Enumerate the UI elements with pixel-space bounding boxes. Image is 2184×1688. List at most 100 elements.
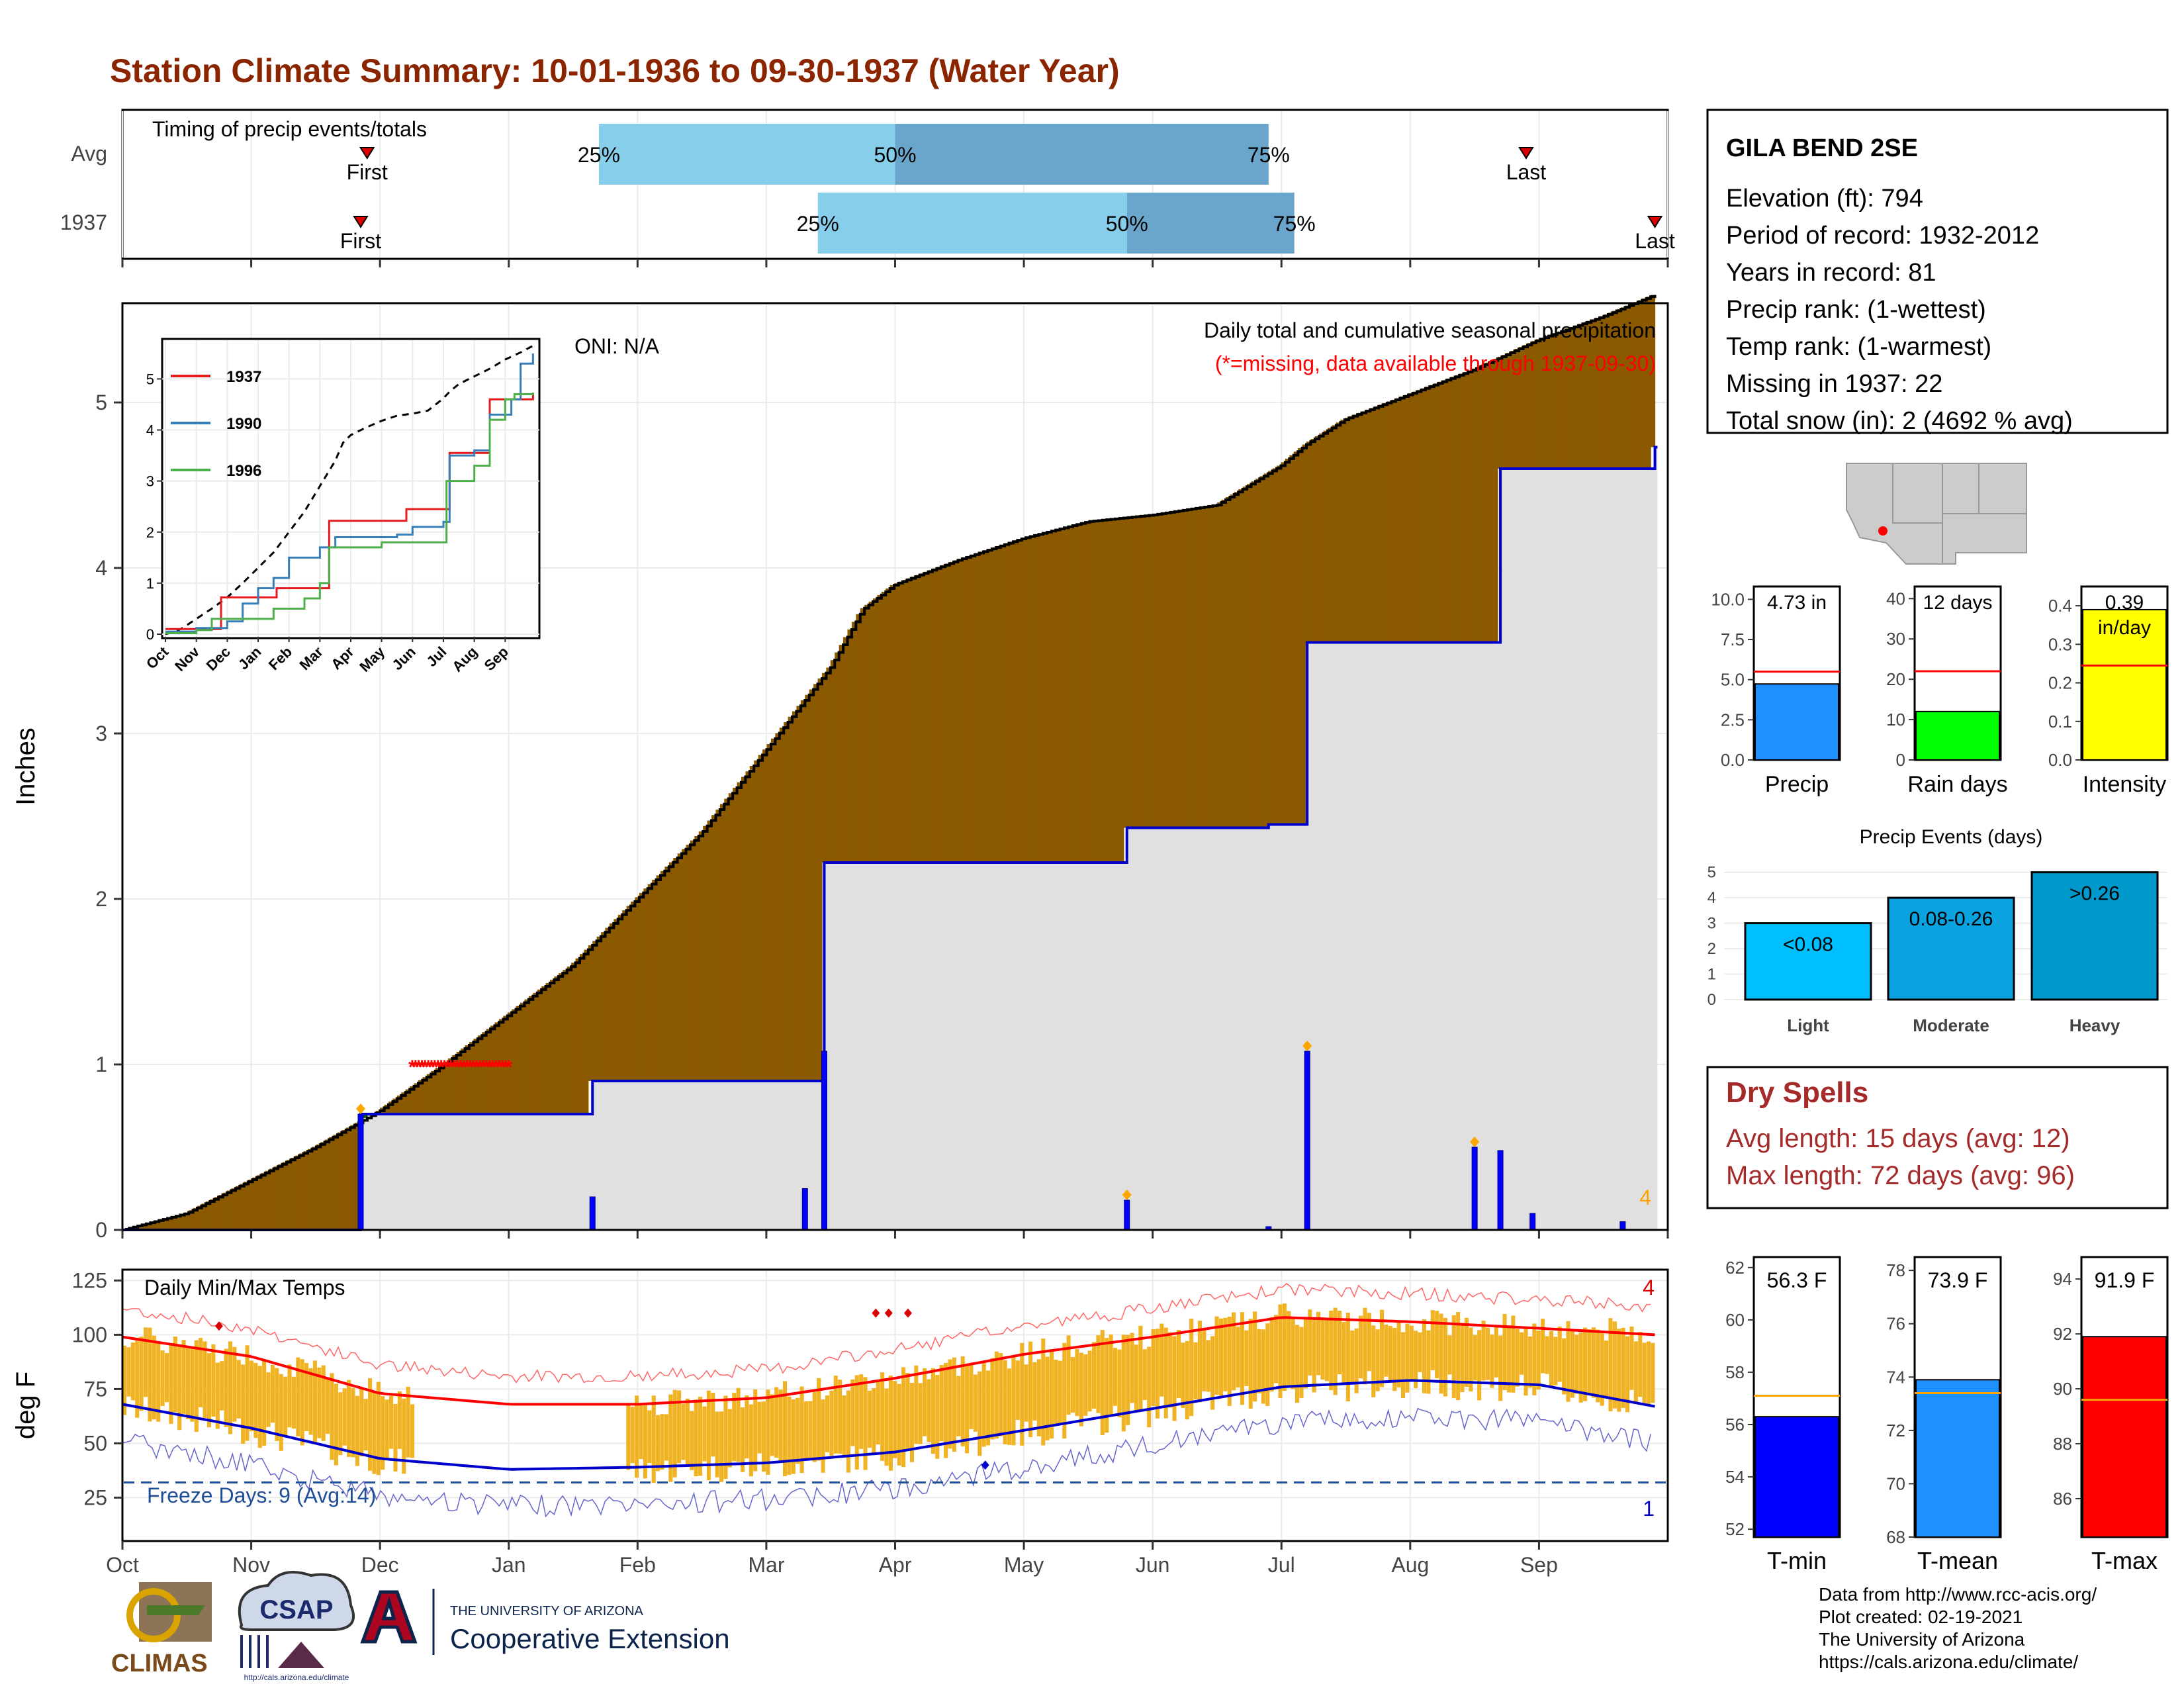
precip-deficit-band — [809, 689, 814, 1081]
footer-line: https://cals.arizona.edu/climate/ — [1819, 1652, 2078, 1672]
daily-temp-range-bar — [1054, 1360, 1058, 1425]
daily-temp-range-bar — [1375, 1329, 1380, 1391]
precip-deficit-band — [1642, 298, 1647, 469]
daily-temp-range-bar — [1541, 1319, 1545, 1374]
daily-temp-range-bar — [1587, 1329, 1592, 1395]
precip-deficit-band — [1459, 373, 1465, 643]
precip-deficit-band — [443, 1061, 449, 1114]
record-temp-marker — [903, 1308, 912, 1318]
daily-temp-range-bar — [1354, 1328, 1359, 1393]
precip-deficit-band — [1595, 318, 1600, 469]
temp-count-bottom: 1 — [1643, 1497, 1655, 1521]
daily-temp-range-bar — [1303, 1317, 1308, 1389]
daily-temp-range-bar — [1345, 1313, 1350, 1401]
daily-temp-range-bar — [1498, 1335, 1503, 1401]
missing-data-marker: * — [415, 1056, 423, 1078]
precip-deficit-band — [316, 1144, 321, 1230]
precip-deficit-band — [1225, 497, 1231, 828]
missing-data-marker: * — [492, 1056, 500, 1078]
precip-deficit-band — [733, 788, 738, 1081]
daily-temp-range-bar — [1647, 1341, 1651, 1405]
daily-temp-range-bar — [1282, 1303, 1287, 1391]
daily-temp-range-bar — [1384, 1324, 1388, 1377]
precip-deficit-band — [1646, 297, 1651, 469]
month-tick-label: Mar — [748, 1553, 784, 1577]
precip-deficit-band — [1051, 530, 1056, 863]
precip-deficit-band — [614, 919, 619, 1081]
daily-temp-range-bar — [1574, 1335, 1579, 1394]
precip-deficit-band — [647, 884, 653, 1081]
precip-deficit-band — [1277, 465, 1282, 825]
daily-temp-range-bar — [833, 1376, 838, 1454]
daily-temp-range-bar — [651, 1395, 656, 1483]
precip-deficit-band — [1484, 362, 1490, 643]
station-info-box: GILA BEND 2SE Elevation (ft): 794 Period… — [1706, 109, 2169, 435]
precip-deficit-band — [966, 555, 972, 863]
precip-deficit-band — [1578, 324, 1583, 469]
daily-temp-range-bar — [1206, 1340, 1210, 1392]
daily-temp-range-bar — [1287, 1311, 1291, 1388]
daily-temp-range-bar — [410, 1404, 415, 1458]
precip-deficit-band — [1136, 516, 1142, 828]
daily-temp-range-bar — [690, 1411, 694, 1470]
daily-temp-range-bar — [935, 1374, 940, 1459]
daily-temp-range-bar — [880, 1372, 885, 1461]
events-category-label: Moderate — [1913, 1015, 1989, 1035]
daily-temp-range-bar — [1130, 1333, 1134, 1403]
ua-big-text: Cooperative Extension — [450, 1623, 730, 1654]
daily-temp-range-bar — [1007, 1368, 1012, 1445]
timing-pct-label: 25% — [578, 143, 620, 167]
daily-temp-range-bar — [812, 1391, 817, 1462]
missing-data-marker: * — [469, 1056, 477, 1078]
precip-deficit-band — [494, 1022, 500, 1114]
daily-temp-range-bar — [973, 1374, 978, 1432]
university-of-arizona-logo: THE UNIVERSITY OF ARIZONA Cooperative Ex… — [360, 1589, 730, 1655]
precip-deficit-band — [737, 782, 742, 1081]
daily-temp-range-bar — [643, 1405, 647, 1479]
daily-temp-range-bar — [1338, 1311, 1342, 1375]
daily-temp-range-bar — [1193, 1342, 1198, 1399]
daily-temp-range-bar — [745, 1395, 749, 1459]
missing-data-marker: * — [457, 1056, 465, 1078]
precip-deficit-band — [1451, 377, 1456, 643]
precip-deficit-band — [1425, 387, 1430, 643]
precip-deficit-band — [741, 776, 746, 1081]
precip-deficit-band — [256, 1175, 261, 1230]
precip-deficit-band — [660, 870, 665, 1081]
precip-deficit-band — [962, 557, 967, 863]
precip-deficit-band — [201, 1203, 206, 1230]
missing-data-marker: * — [482, 1056, 490, 1078]
precip-deficit-band — [932, 568, 937, 863]
precip-deficit-band — [324, 1139, 330, 1230]
daily-temp-range-bar — [1359, 1315, 1363, 1379]
daily-temp-range-bar — [1091, 1342, 1097, 1409]
daily-temp-range-bar — [203, 1341, 207, 1419]
precip-deficit-band — [1302, 444, 1307, 825]
daily-temp-range-bar — [761, 1401, 766, 1472]
timing-bar-q3 — [895, 124, 1269, 185]
precip-deficit-band — [575, 958, 580, 1114]
small-bar-value — [1754, 683, 1839, 761]
precip-deficit-band — [652, 880, 657, 1081]
precip-deficit-band — [1251, 481, 1256, 828]
daily-temp-range-bar — [1418, 1332, 1422, 1372]
precip-deficit-band — [1349, 416, 1354, 643]
daily-temp-range-bar — [706, 1390, 711, 1481]
missing-data-marker: * — [460, 1056, 468, 1078]
precip-deficit-band — [354, 1123, 359, 1230]
csap-logo-text: CSAP — [259, 1595, 333, 1624]
precip-deficit-band — [1009, 541, 1014, 863]
precip-note-title: Daily total and cumulative seasonal prec… — [1204, 318, 1656, 342]
daily-temp-range-bar — [173, 1336, 177, 1413]
precip-deficit-band — [1149, 514, 1154, 828]
footer-line: Plot created: 02-19-2021 — [1819, 1607, 2023, 1627]
daily-temp-range-bar — [994, 1351, 999, 1439]
precip-deficit-band — [248, 1180, 253, 1230]
precip-deficit-band — [813, 684, 819, 1081]
temp-bar-tick-label: 70 — [1886, 1474, 1905, 1493]
small-bar-name: Rain days — [1907, 772, 2007, 797]
precip-deficit-band — [1187, 508, 1193, 828]
precip-deficit-band — [567, 966, 572, 1114]
temp-bar-tick-label: 74 — [1886, 1367, 1905, 1387]
daily-precip-bar — [1619, 1221, 1626, 1231]
